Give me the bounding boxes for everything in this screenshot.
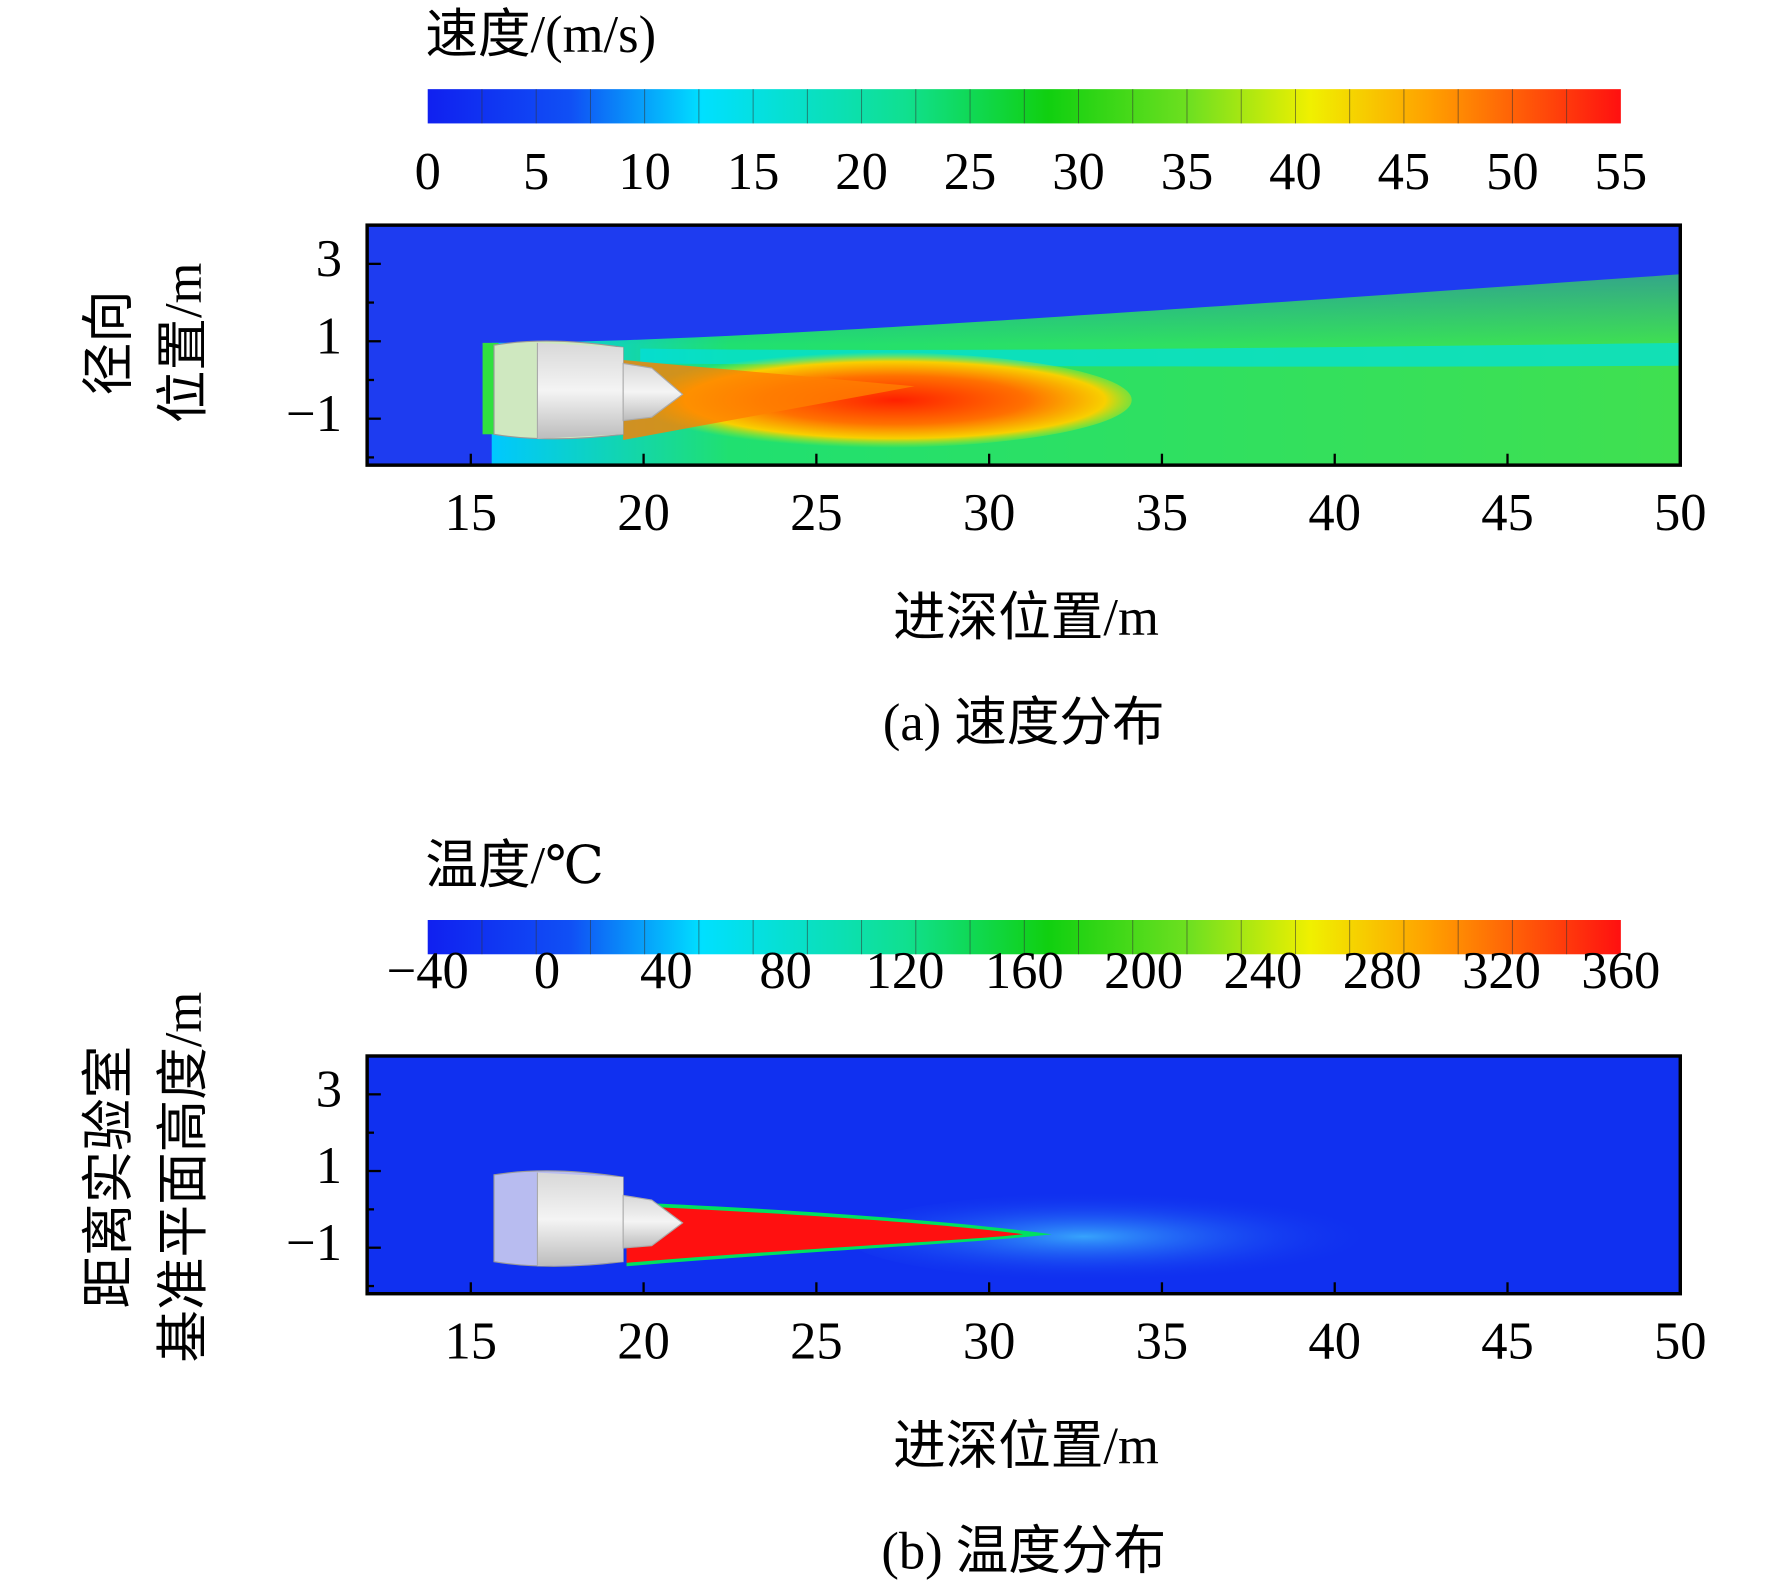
colorbar-tick-label: 10 (618, 143, 671, 201)
y-axis-label: 距离实验室 (81, 1046, 139, 1309)
x-tick-label: 25 (790, 484, 843, 542)
colorbar-tick-label: 200 (1104, 942, 1183, 1000)
colorbar-tick-label: 360 (1581, 942, 1660, 1000)
y-tick-label: 1 (316, 1137, 342, 1195)
colorbar-tick-label: 0 (534, 942, 560, 1000)
colorbar-tick-label: 20 (835, 143, 888, 201)
x-tick-label: 50 (1654, 484, 1707, 542)
colorbar-label: 温度/℃ (425, 837, 604, 895)
colorbar-tick-label: 30 (1052, 143, 1105, 201)
x-axis-label: 进深位置/m (893, 1417, 1159, 1475)
y-axis-label: 径向 (81, 290, 139, 395)
x-tick-label: 20 (617, 484, 670, 542)
x-tick-label: 35 (1136, 484, 1189, 542)
colorbar-tick-label: 80 (759, 942, 812, 1000)
colorbar-tick-label: 120 (866, 942, 945, 1000)
x-tick-label: 40 (1308, 1312, 1361, 1370)
y-tick-label: −1 (286, 385, 342, 443)
x-tick-label: 15 (445, 484, 498, 542)
y-tick-label: 3 (316, 230, 342, 288)
caption: (b) 温度分布 (881, 1523, 1166, 1581)
colorbar-tick-label: 55 (1595, 143, 1648, 201)
x-tick-label: 45 (1481, 1312, 1534, 1370)
colorbar-tick-label: 280 (1343, 942, 1422, 1000)
colorbar-tick-label: 0 (415, 143, 441, 201)
engine (493, 340, 684, 440)
colorbar-tick-label: 160 (985, 942, 1064, 1000)
engine (493, 1170, 684, 1267)
x-tick-label: 30 (963, 1312, 1016, 1370)
colorbar-tick-label: 45 (1378, 143, 1431, 201)
colorbar-tick-label: 35 (1161, 143, 1214, 201)
colorbar-tick-label: 15 (727, 143, 780, 201)
colorbar-tick-label: 40 (1269, 143, 1322, 201)
y-tick-label: 3 (316, 1060, 342, 1118)
x-tick-label: 15 (445, 1312, 498, 1370)
y-tick-label: 1 (316, 307, 342, 365)
colorbar-tick-label: 240 (1223, 942, 1302, 1000)
colorbar-tick-label: 5 (523, 143, 549, 201)
x-tick-label: 40 (1308, 484, 1361, 542)
x-tick-label: 30 (963, 484, 1016, 542)
y-axis-label: 位置/m (155, 262, 213, 423)
colorbar-tick-label: 25 (944, 143, 997, 201)
x-tick-label: 50 (1654, 1312, 1707, 1370)
colorbar-label: 速度/(m/s) (425, 6, 656, 64)
y-tick-label: −1 (286, 1214, 342, 1272)
x-tick-label: 25 (790, 1312, 843, 1370)
plot-frame (365, 223, 1682, 467)
colorbar-tick-label: 40 (640, 942, 693, 1000)
colorbar-tick-label: 320 (1462, 942, 1541, 1000)
colorbar-tick-label: 50 (1486, 143, 1539, 201)
x-tick-label: 20 (617, 1312, 670, 1370)
x-tick-label: 45 (1481, 484, 1534, 542)
caption: (a) 速度分布 (883, 694, 1165, 752)
plot-frame (365, 1054, 1682, 1296)
x-tick-label: 35 (1136, 1312, 1189, 1370)
colorbar-tick-label: −40 (387, 942, 469, 1000)
x-axis-label: 进深位置/m (893, 589, 1159, 647)
y-axis-label: 基准平面高度/m (155, 992, 213, 1363)
